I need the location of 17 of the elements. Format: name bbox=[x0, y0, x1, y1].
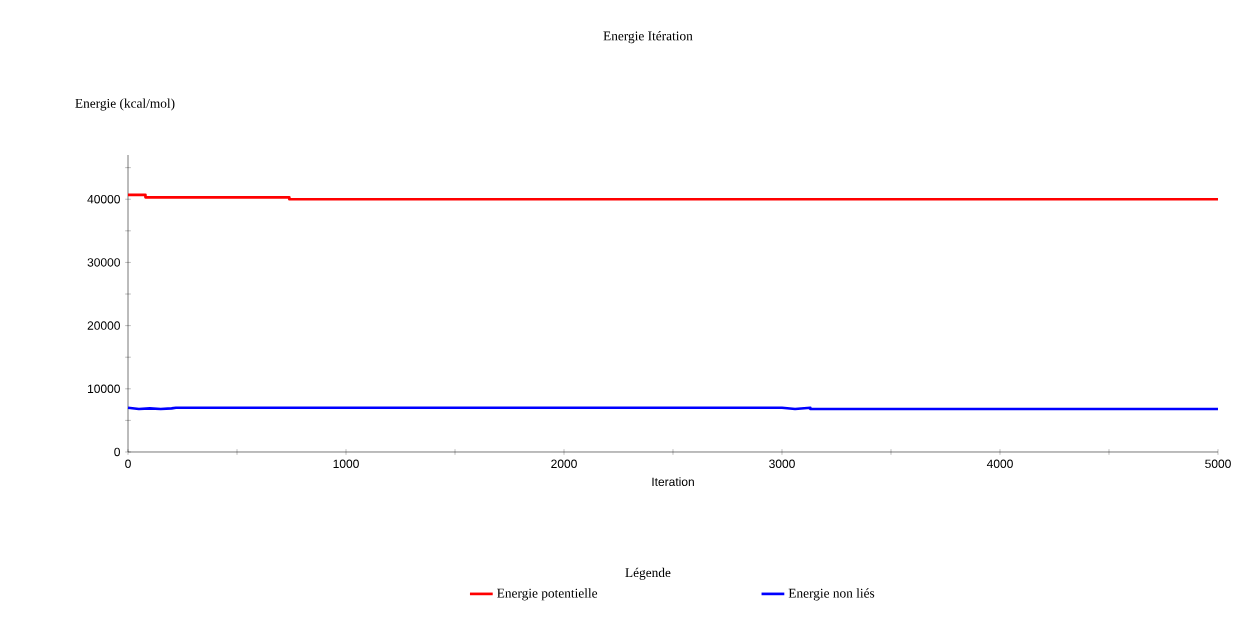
x-tick-label: 0 bbox=[125, 459, 131, 469]
x-tick-label: 5000 bbox=[1205, 459, 1231, 469]
x-tick-label: 2000 bbox=[551, 459, 577, 469]
y-tick-label: 20000 bbox=[87, 321, 120, 330]
x-tick-label: 4000 bbox=[986, 459, 1013, 469]
y-axis-title: Energie (kcal/mol) bbox=[75, 98, 175, 111]
x-axis-title: Iteration bbox=[652, 477, 694, 487]
legend-label: Energie non liés bbox=[788, 588, 875, 601]
chart-title: Energie Itération bbox=[603, 31, 693, 44]
y-tick-label: 40000 bbox=[87, 194, 120, 204]
x-tick-label: 3000 bbox=[769, 459, 795, 469]
y-tick-label: 0 bbox=[114, 447, 120, 457]
legend-label: Energie potentielle bbox=[497, 588, 598, 601]
y-tick-label: 10000 bbox=[88, 384, 120, 394]
legend-title: Légende bbox=[625, 567, 671, 580]
x-tick-label: 1000 bbox=[333, 459, 359, 469]
y-tick-label: 30000 bbox=[87, 258, 120, 267]
